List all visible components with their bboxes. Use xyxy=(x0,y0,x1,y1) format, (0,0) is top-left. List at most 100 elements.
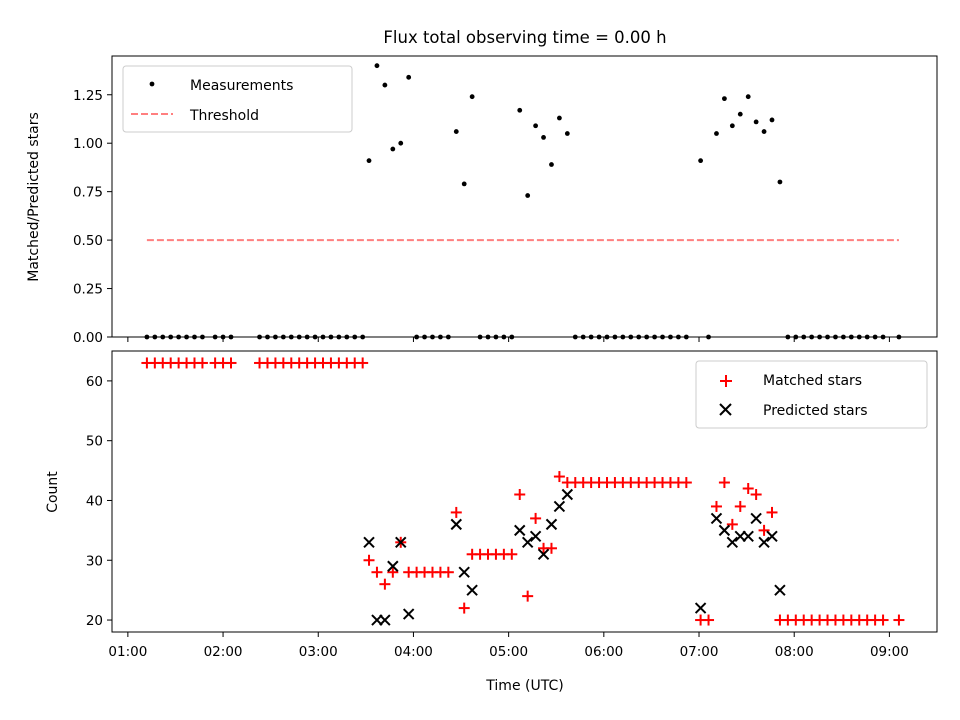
measurement-point xyxy=(572,334,578,340)
matched-star-point xyxy=(750,488,762,500)
matched-star-point xyxy=(530,512,542,524)
legend-label-matched: Matched stars xyxy=(763,373,862,389)
ratio-marks xyxy=(144,63,902,340)
measurement-point xyxy=(698,158,704,164)
count-x-tick-label: 01:00 xyxy=(108,644,147,660)
count-y-axis-label: Count xyxy=(45,471,61,513)
measurement-point xyxy=(517,107,523,113)
measurement-point xyxy=(414,334,420,340)
ratio-legend-box xyxy=(122,65,353,133)
ratio-y-tick-label: 0.75 xyxy=(73,185,103,201)
measurement-point xyxy=(825,334,830,340)
ratio-y-ticks: 0.00 0.25 0.50 0.75 1.00 1.25 xyxy=(73,88,112,346)
measurement-point xyxy=(809,334,815,340)
predicted-star-point xyxy=(466,584,478,596)
predicted-star-point xyxy=(553,500,566,513)
measurement-point xyxy=(288,334,294,340)
predicted-star-point xyxy=(766,530,778,543)
predicted-star-point xyxy=(561,488,574,501)
measurement-point xyxy=(228,334,234,340)
predicted-star-point xyxy=(726,536,739,549)
legend-label-predicted: Predicted stars xyxy=(763,403,868,419)
measurement-point xyxy=(422,334,427,340)
matched-star-point xyxy=(758,524,770,536)
measurement-point xyxy=(438,334,443,340)
measurement-point xyxy=(430,334,435,340)
measurement-point xyxy=(220,334,226,340)
count-x-tick-label: 02:00 xyxy=(204,644,243,660)
measurement-point xyxy=(753,119,759,125)
measurement-point xyxy=(525,193,531,198)
measurement-point xyxy=(769,117,775,123)
predicted-star-point xyxy=(514,524,526,537)
predicted-star-point xyxy=(450,518,462,531)
measurement-point xyxy=(737,111,743,117)
measurement-point xyxy=(265,334,270,340)
measurement-point xyxy=(477,334,483,340)
measurement-point xyxy=(398,140,404,146)
measurement-point xyxy=(675,334,681,340)
legend-x-marker xyxy=(719,403,732,416)
count-y-tick-label: 50 xyxy=(86,434,103,450)
count-y-tick-label: 40 xyxy=(86,493,103,509)
measurement-point xyxy=(184,334,189,340)
ratio-panel-frame xyxy=(111,55,938,338)
measurement-point xyxy=(312,334,318,340)
measurement-point xyxy=(200,334,205,340)
measurement-point xyxy=(453,129,459,134)
matched-star-point xyxy=(545,542,557,554)
predicted-star-point xyxy=(529,530,542,543)
measurement-point xyxy=(168,334,174,340)
matched-star-point xyxy=(742,483,754,495)
measurement-point xyxy=(160,334,166,340)
count-x-tick-label: 05:00 xyxy=(489,644,528,660)
measurement-point xyxy=(612,334,618,340)
count-x-tick-label: 06:00 xyxy=(584,644,623,660)
predicted-star-point xyxy=(710,512,723,525)
legend-plus-marker xyxy=(720,375,732,387)
ratio-y-tick-label: 0.00 xyxy=(73,330,103,346)
matched-star-point xyxy=(225,357,237,369)
matched-star-point xyxy=(718,477,730,489)
measurement-point xyxy=(580,334,586,340)
measurement-point xyxy=(382,82,388,88)
matched-star-point xyxy=(726,518,738,530)
measurement-point xyxy=(745,94,751,100)
ratio-y-tick-label: 0.25 xyxy=(73,282,103,298)
measurement-point xyxy=(896,334,902,340)
measurement-point xyxy=(668,334,673,340)
matched-star-point xyxy=(196,357,208,369)
predicted-star-point xyxy=(694,602,707,614)
measurement-point xyxy=(366,158,372,164)
ratio-y-tick-label: 0.50 xyxy=(73,233,103,249)
measurement-point xyxy=(273,334,278,340)
predicted-star-point xyxy=(379,614,391,626)
predicted-star-point xyxy=(363,536,375,549)
measurement-point xyxy=(864,334,870,340)
count-x-tick-label: 03:00 xyxy=(299,644,338,660)
chart-title: Flux total observing time = 0.00 h xyxy=(383,28,666,47)
measurement-point xyxy=(390,146,396,152)
x-axis-label: Time (UTC) xyxy=(485,678,563,694)
measurement-point xyxy=(533,123,539,129)
measurement-point xyxy=(485,334,491,340)
matched-star-point xyxy=(363,554,375,566)
matched-star-point xyxy=(766,506,778,518)
measurement-point xyxy=(374,63,380,69)
legend-dot-marker xyxy=(149,81,155,87)
count-panel: 20 30 40 50 60 01:00 02:00 03:00 04:00 05:00 06:0… xyxy=(45,350,938,694)
predicted-star-point xyxy=(750,512,762,525)
count-legend: Matched stars Predicted stars xyxy=(695,360,928,429)
measurement-point xyxy=(872,334,878,340)
measurement-point xyxy=(777,179,783,185)
legend-label-threshold: Threshold xyxy=(189,108,259,124)
measurement-point xyxy=(445,334,451,340)
measurement-point xyxy=(801,334,807,340)
measurement-point xyxy=(588,334,594,340)
measurement-point xyxy=(714,131,719,136)
matched-star-point xyxy=(522,590,534,602)
measurement-point xyxy=(549,162,554,167)
measurement-point xyxy=(328,334,334,340)
measurement-point xyxy=(352,334,358,340)
